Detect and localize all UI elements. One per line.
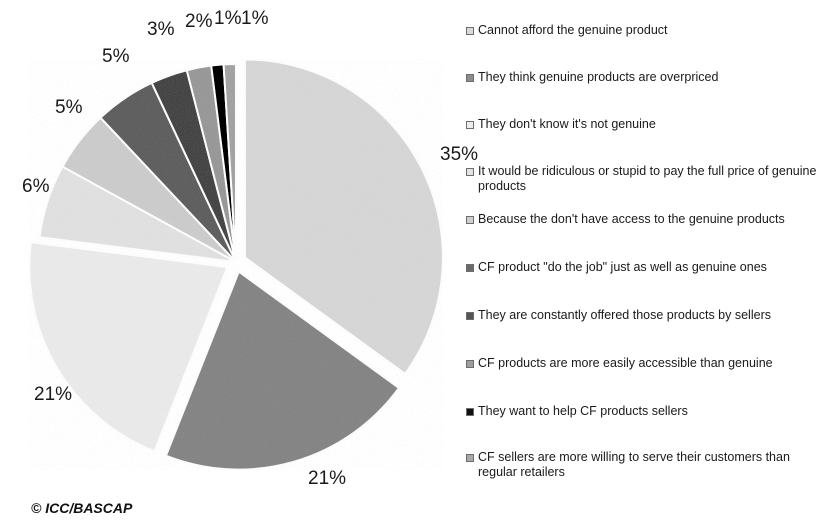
slice-value-label-9: 1% [214,8,242,29]
legend-label: CF product "do the job" just as well as … [478,260,767,274]
legend-swatch [466,74,474,82]
legend-swatch [466,408,474,416]
legend-item-4: It would be ridiculous or stupid to pay … [466,164,828,194]
legend-label: They think genuine products are overpric… [478,70,719,84]
legend-swatch [466,121,474,129]
pie-slices [28,58,444,471]
legend-label: Cannot afford the genuine product [478,23,668,37]
legend-swatch [466,216,474,224]
legend-swatch [466,168,474,176]
legend-swatch [466,264,474,272]
legend-swatch [466,312,474,320]
slice-value-label-10: 1% [241,8,269,29]
pie-value-labels: 35%21%21%6%5%5%3% 2% 1% 1% [22,8,478,489]
pie-slice-10 [222,62,237,263]
legend-label: CF sellers are more willing to serve the… [478,450,790,479]
slice-value-label-4: 6% [22,176,50,197]
legend-swatch [466,360,474,368]
legend-item-5: Because the don't have access to the gen… [466,212,828,227]
legend-label: They want to help CF products sellers [478,404,688,418]
legend-item-10: CF sellers are more willing to serve the… [466,450,828,480]
copyright-text: © ICC/BASCAP [31,500,133,516]
legend-item-1: Cannot afford the genuine product [466,23,828,38]
legend-label: Because the don't have access to the gen… [478,212,785,226]
legend-item-7: They are constantly offered those produc… [466,308,828,323]
slice-value-label-7: 3% [147,19,175,40]
legend-item-8: CF products are more easily accessible t… [466,356,828,371]
slice-value-label-1: 35% [440,144,478,165]
pie-slice-3 [28,241,229,453]
legend-item-6: CF product "do the job" just as well as … [466,260,828,275]
slice-value-label-8: 2% [185,11,213,32]
legend-label: They are constantly offered those produc… [478,308,771,322]
legend-swatch [466,27,474,35]
legend-label: CF products are more easily accessible t… [478,356,773,370]
legend-item-2: They think genuine products are overpric… [466,70,828,85]
slice-value-label-6: 5% [102,46,130,67]
slice-value-label-2: 21% [308,468,346,489]
legend-item-3: They don't know it's not genuine [466,117,828,132]
slice-value-label-5: 5% [55,97,83,118]
slice-value-label-3: 21% [34,384,72,405]
pie-slice-2 [164,270,401,471]
legend-label: It would be ridiculous or stupid to pay … [478,164,817,193]
pie-slice-1 [243,58,444,376]
legend-item-9: They want to help CF products sellers [466,404,828,419]
legend-label: They don't know it's not genuine [478,117,656,131]
legend-swatch [466,454,474,462]
